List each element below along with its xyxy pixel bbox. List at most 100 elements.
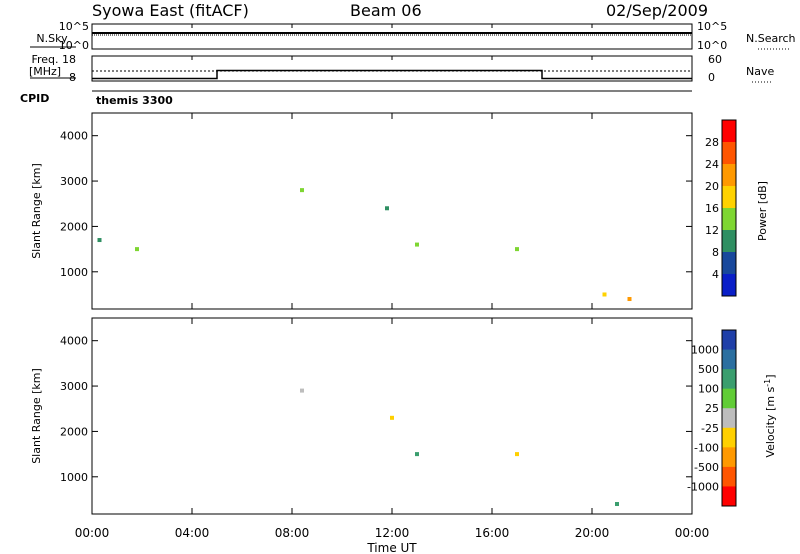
colorbar-tick-label: 4 <box>712 268 719 281</box>
nsky-tick-top: 10^5 <box>59 20 89 33</box>
velocity-panel: Slant Range [km] 4000 3000 2000 1000 1000 50… <box>30 317 777 515</box>
colorbar-swatch <box>722 164 736 187</box>
colorbar-swatch <box>722 330 736 351</box>
range-cell <box>602 292 607 297</box>
colorbar-tick-label: 20 <box>705 180 719 193</box>
range-cell <box>300 188 304 193</box>
colorbar-tick-label: -25 <box>701 422 719 435</box>
colorbar-swatch <box>722 120 736 143</box>
y-tick-label: 2000 <box>60 220 88 233</box>
nsky-label: N.Sky <box>36 32 68 45</box>
freq-label-2: [MHz] <box>29 65 61 78</box>
cpid-label: CPID <box>20 92 49 105</box>
velocity-marks <box>300 388 619 507</box>
freq-trace <box>92 69 692 80</box>
date-title: 02/Sep/2009 <box>606 1 708 20</box>
x-tick-label: 04:00 <box>175 526 210 540</box>
y-tick-label: 2000 <box>60 425 88 438</box>
colorbar-swatch <box>722 230 736 253</box>
colorbar-swatch <box>722 408 736 429</box>
colorbar-swatch <box>722 186 736 209</box>
y-tick-label: 1000 <box>60 471 88 484</box>
velocity-cbar-label-main: Velocity [m s <box>764 386 777 457</box>
station-title: Syowa East (fitACF) <box>92 1 249 20</box>
x-tick-label: 20:00 <box>575 526 610 540</box>
x-ticks: 00:00 04:00 08:00 12:00 16:00 20:00 00:00 <box>75 24 710 540</box>
range-cell <box>515 247 519 252</box>
colorbar-frame <box>721 119 737 297</box>
velocity-yticks: 4000 3000 2000 1000 <box>60 335 692 484</box>
colorbar-tick-label: 500 <box>698 363 719 376</box>
y-tick-label: 3000 <box>60 380 88 393</box>
colorbar-tick-label: 28 <box>705 136 719 149</box>
range-cell <box>385 206 389 211</box>
colorbar-tick-label: -100 <box>694 441 719 454</box>
colorbar-swatch <box>722 486 736 507</box>
x-axis-label: Time UT <box>366 541 417 554</box>
range-cell <box>390 415 394 420</box>
y-tick-label: 4000 <box>60 335 88 348</box>
freq-tick-bottom: 8 <box>69 71 76 84</box>
power-ylabel: Slant Range [km] <box>30 163 43 259</box>
colorbar-tick-label: -500 <box>694 461 719 474</box>
colorbar-tick-label: 25 <box>705 402 719 415</box>
range-cell <box>97 238 102 243</box>
colorbar-frame <box>721 329 737 507</box>
velocity-colorbar: 1000 500 100 25 -25 -100 -500 -1000 <box>687 329 737 507</box>
velocity-ylabel: Slant Range [km] <box>30 368 43 464</box>
colorbar-swatch <box>722 427 736 448</box>
power-panel: Slant Range [km] 4000 3000 2000 1000 28 24 20… <box>30 112 769 310</box>
colorbar-swatch <box>722 349 736 370</box>
y-tick-label: 4000 <box>60 130 88 143</box>
colorbar-tick-label: 12 <box>705 224 719 237</box>
range-cell <box>515 452 519 457</box>
velocity-cbar-label: Velocity [m s-1] <box>763 374 777 457</box>
y-tick-label: 3000 <box>60 175 88 188</box>
colorbar-swatch <box>722 466 736 487</box>
power-yticks: 4000 3000 2000 1000 <box>60 130 692 279</box>
x-tick-label: 00:00 <box>675 526 710 540</box>
nave-tick-bottom: 0 <box>708 71 715 84</box>
range-cell <box>627 297 632 302</box>
colorbar-swatch <box>722 388 736 409</box>
nsearch-tick-top: 10^5 <box>697 20 727 33</box>
colorbar-swatch <box>722 369 736 390</box>
colorbar-tick-label: 1000 <box>691 344 719 357</box>
x-tick-label: 08:00 <box>275 526 310 540</box>
colorbar-swatch <box>722 447 736 468</box>
colorbar-tick-label: 24 <box>705 158 719 171</box>
beam-title: Beam 06 <box>350 1 422 20</box>
colorbar-swatch <box>722 252 736 275</box>
y-tick-label: 1000 <box>60 266 88 279</box>
colorbar-tick-label: 16 <box>705 202 719 215</box>
range-cell <box>135 247 139 252</box>
colorbar-swatch <box>722 274 736 297</box>
power-marks <box>97 188 632 302</box>
colorbar-tick-label: 8 <box>712 246 719 259</box>
x-tick-label: 00:00 <box>75 526 110 540</box>
colorbar-swatch <box>722 142 736 165</box>
power-colorbar: 28 24 20 16 12 8 4 <box>705 119 737 297</box>
range-cell <box>415 452 419 457</box>
range-cell <box>300 388 304 393</box>
freq-label-1: Freq. <box>31 53 58 66</box>
colorbar-tick-label: 100 <box>698 383 719 396</box>
velocity-cbar-label-end: ] <box>764 374 777 378</box>
x-tick-label: 16:00 <box>475 526 510 540</box>
power-frame <box>91 112 693 310</box>
nsky-tick-bottom: 10^0 <box>59 39 89 52</box>
power-cbar-label: Power [dB] <box>756 181 769 241</box>
range-cell <box>415 242 419 247</box>
x-tick-label: 12:00 <box>375 526 410 540</box>
velocity-cbar-label-sup: -1 <box>763 379 772 387</box>
range-cell <box>615 502 619 507</box>
nave-tick-top: 60 <box>708 53 722 66</box>
nave-label: Nave <box>746 65 774 78</box>
colorbar-tick-label: -1000 <box>687 480 719 493</box>
cpid-value: themis 3300 <box>96 94 173 107</box>
nsearch-label: N.Search <box>746 32 796 45</box>
colorbar-swatch <box>722 208 736 231</box>
nsearch-tick-bottom: 10^0 <box>697 39 727 52</box>
freq-tick-top: 18 <box>62 53 76 66</box>
